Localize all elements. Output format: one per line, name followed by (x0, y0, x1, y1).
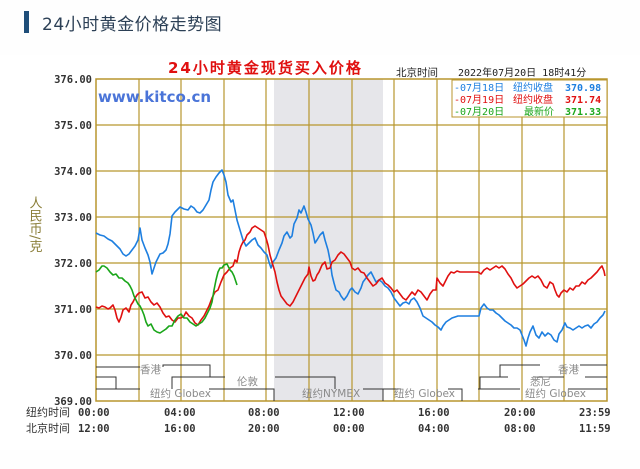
page-title: 24小时黄金价格走势图 (42, 14, 223, 35)
series-0720-line (95, 263, 238, 334)
x-tick-bj-3: 00:00 (333, 423, 365, 435)
series-0718-line (95, 169, 606, 347)
kitco-watermark: www.kitco.cn (98, 88, 211, 106)
market-label-ny-globex-2: 纽约 Globex (394, 387, 455, 400)
x-tick-ny-2: 08:00 (248, 407, 280, 419)
timestamp-label: 北京时间 (396, 66, 438, 79)
gold-price-chart: 香港 伦敦 纽约 Globex 纽约NYMEX 纽约 Globex 悉尼 香港 … (0, 55, 640, 450)
legend-0719-value: 371.74 (565, 95, 601, 106)
x-tick-bj-4: 04:00 (418, 423, 450, 435)
x-tick-bj-1: 16:00 (164, 423, 196, 435)
x-axis-ny-label: 纽约时间 (26, 405, 70, 419)
y-axis-label: 人民币/克 (27, 196, 43, 254)
market-label-ny-globex: 纽约 Globex (150, 387, 211, 400)
y-tick-372: 372.00 (54, 258, 92, 270)
market-label-ny-nymex: 纽约NYMEX (302, 387, 360, 400)
legend-0718-desc: 纽约收盘 (513, 81, 553, 94)
market-label-hongkong: 香港 (140, 364, 161, 376)
section-header: 24小时黄金价格走势图 (24, 9, 222, 35)
x-axis-bj-label: 北京时间 (26, 421, 70, 435)
x-tick-ny-4: 16:00 (418, 407, 450, 419)
x-tick-bj-6: 11:59 (579, 423, 611, 435)
legend-0718-value: 370.98 (565, 83, 601, 94)
legend-0719-desc: 纽约收盘 (513, 93, 553, 106)
legend-0718-date: -07月18日 (454, 82, 504, 94)
market-label-london: 伦敦 (237, 375, 258, 388)
x-tick-bj-0: 12:00 (78, 423, 110, 435)
x-tick-ny-0: 00:00 (78, 407, 110, 419)
x-tick-ny-3: 12:00 (333, 407, 365, 419)
y-tick-371: 371.00 (54, 304, 92, 316)
x-tick-ny-6: 23:59 (579, 407, 611, 419)
market-label-hongkong-2: 香港 (558, 364, 579, 376)
timestamp-value: 2022年07月20日 18时41分 (458, 66, 586, 79)
legend-0719-date: -07月19日 (454, 94, 504, 106)
chart-title: 24小时黄金现货买入价格 (168, 59, 363, 77)
x-tick-ny-1: 04:00 (164, 407, 196, 419)
vertical-gridlines (138, 79, 565, 401)
series-0719-line (95, 225, 606, 326)
y-tick-374: 374.00 (54, 166, 92, 178)
legend-box (451, 79, 608, 118)
nymex-shaded-region (274, 79, 383, 401)
x-tick-bj-2: 20:00 (248, 423, 280, 435)
x-tick-ny-5: 20:00 (504, 407, 536, 419)
x-tick-bj-5: 08:00 (504, 423, 536, 435)
market-session-bars (96, 364, 607, 401)
y-tick-376: 376.00 (54, 74, 92, 86)
legend-0720-date: -07月20日 (454, 106, 504, 118)
header-accent-bar (24, 11, 29, 33)
market-label-sydney: 悉尼 (530, 376, 551, 388)
y-tick-369: 369.00 (54, 396, 92, 408)
y-tick-370: 370.00 (54, 350, 92, 362)
market-label-ny-globex-3: 纽约 Globex (525, 387, 586, 400)
legend-0720-value: 371.33 (565, 107, 601, 118)
legend-0720-desc: 最新价 (524, 105, 554, 118)
y-tick-373: 373.00 (54, 212, 92, 224)
y-tick-375: 375.00 (54, 120, 92, 132)
